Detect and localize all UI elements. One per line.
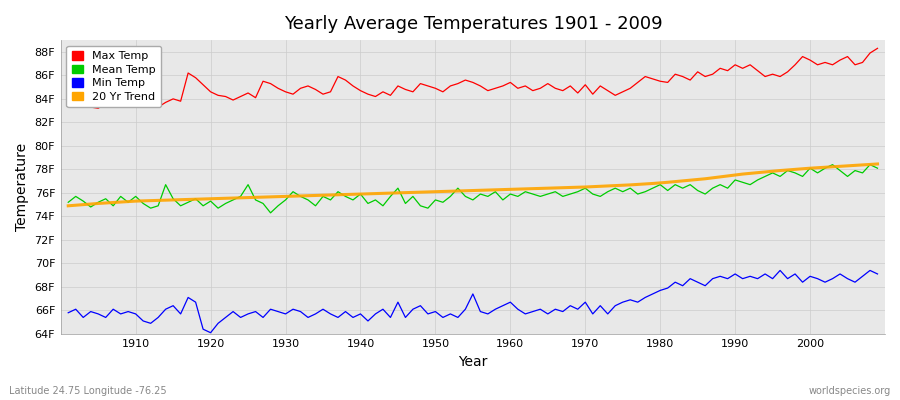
Text: worldspecies.org: worldspecies.org: [809, 386, 891, 396]
X-axis label: Year: Year: [458, 355, 488, 369]
Title: Yearly Average Temperatures 1901 - 2009: Yearly Average Temperatures 1901 - 2009: [284, 15, 662, 33]
Text: Latitude 24.75 Longitude -76.25: Latitude 24.75 Longitude -76.25: [9, 386, 166, 396]
Y-axis label: Temperature: Temperature: [15, 143, 29, 231]
Legend: Max Temp, Mean Temp, Min Temp, 20 Yr Trend: Max Temp, Mean Temp, Min Temp, 20 Yr Tre…: [67, 46, 161, 107]
